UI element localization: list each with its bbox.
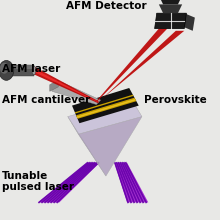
Polygon shape: [68, 117, 106, 176]
Ellipse shape: [0, 63, 9, 74]
Polygon shape: [161, 0, 180, 4]
Polygon shape: [75, 95, 134, 114]
Polygon shape: [72, 88, 139, 123]
Polygon shape: [68, 99, 142, 134]
Polygon shape: [34, 69, 99, 103]
Polygon shape: [77, 99, 136, 118]
Polygon shape: [34, 66, 99, 103]
Text: Perovskite: Perovskite: [144, 95, 207, 105]
Text: AFM laser: AFM laser: [2, 64, 60, 74]
Polygon shape: [11, 65, 34, 69]
Ellipse shape: [8, 65, 13, 76]
Polygon shape: [50, 80, 58, 91]
Polygon shape: [68, 99, 142, 176]
Text: AFM Detector: AFM Detector: [66, 1, 146, 11]
Polygon shape: [114, 163, 148, 202]
Ellipse shape: [0, 61, 14, 80]
Polygon shape: [52, 82, 101, 104]
Ellipse shape: [32, 66, 36, 75]
Polygon shape: [159, 4, 182, 13]
Text: AFM cantilever: AFM cantilever: [2, 95, 90, 105]
Polygon shape: [76, 98, 136, 119]
Polygon shape: [95, 29, 167, 102]
Polygon shape: [78, 117, 142, 176]
Polygon shape: [155, 13, 186, 29]
Polygon shape: [11, 65, 34, 76]
Polygon shape: [97, 31, 184, 103]
Text: Tunable
pulsed laser: Tunable pulsed laser: [2, 171, 74, 192]
Polygon shape: [38, 163, 100, 202]
Polygon shape: [182, 13, 195, 31]
